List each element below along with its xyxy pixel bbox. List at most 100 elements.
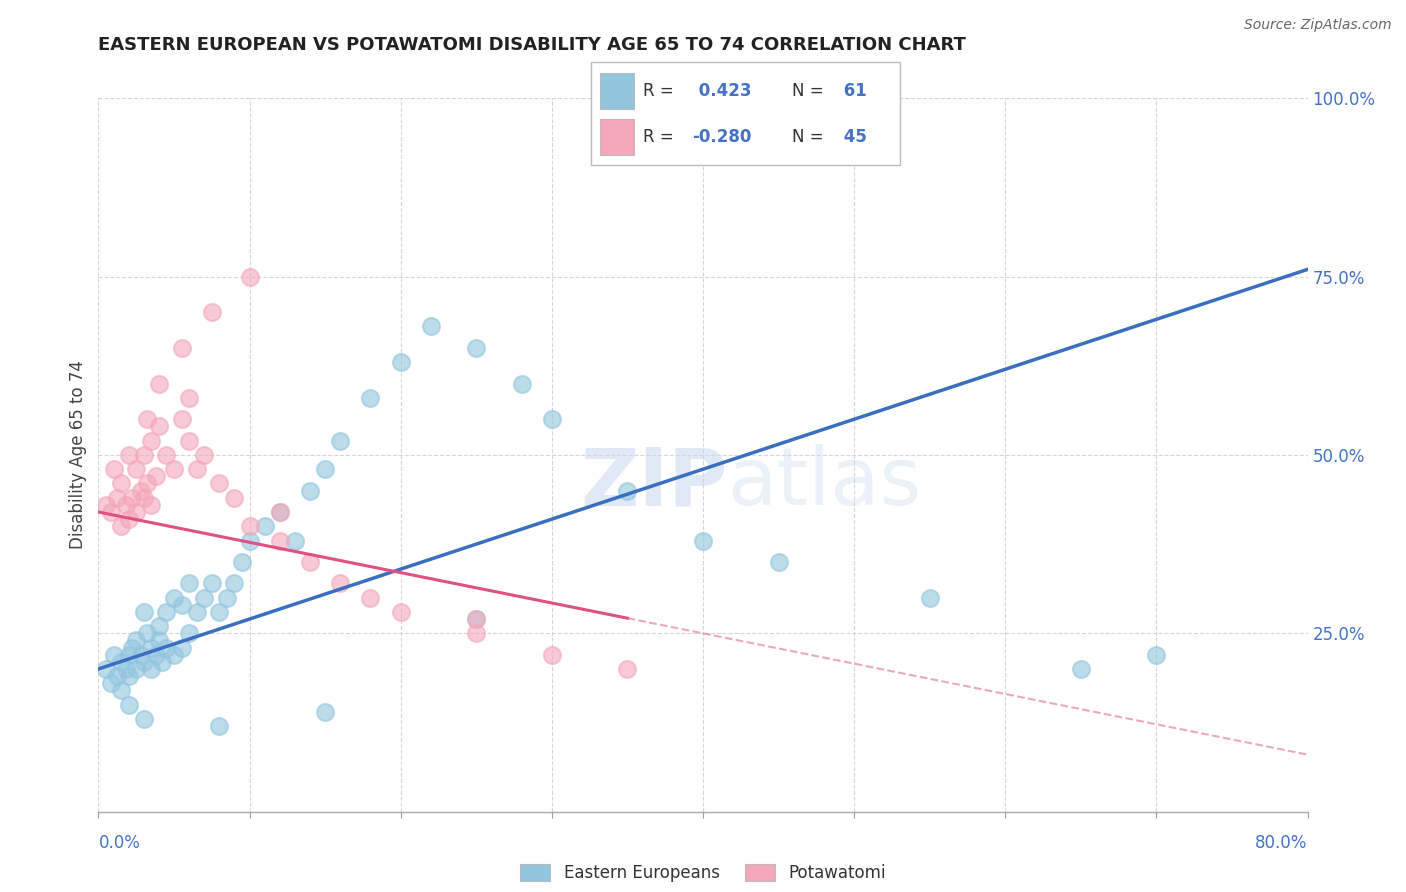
Point xyxy=(329,576,352,591)
Point xyxy=(125,662,148,676)
Text: R =: R = xyxy=(643,82,679,100)
Point xyxy=(616,662,638,676)
Point xyxy=(125,633,148,648)
Point xyxy=(155,605,177,619)
Text: 80.0%: 80.0% xyxy=(1256,834,1308,852)
Point xyxy=(135,626,157,640)
Point xyxy=(163,591,186,605)
Point xyxy=(360,391,382,405)
Point xyxy=(148,376,170,391)
Point xyxy=(105,669,128,683)
Point xyxy=(163,462,186,476)
Point xyxy=(1144,648,1167,662)
Point xyxy=(208,719,231,733)
Point xyxy=(208,476,231,491)
Point xyxy=(193,448,215,462)
Point xyxy=(141,640,163,655)
Legend: Eastern Europeans, Potawatomi: Eastern Europeans, Potawatomi xyxy=(513,857,893,889)
Point xyxy=(132,448,155,462)
Point xyxy=(132,655,155,669)
Point xyxy=(118,448,141,462)
Point xyxy=(510,376,533,391)
Point xyxy=(148,419,170,434)
Text: atlas: atlas xyxy=(727,444,921,523)
Point xyxy=(465,341,488,355)
Point xyxy=(170,640,193,655)
Point xyxy=(208,605,231,619)
Point xyxy=(118,512,141,526)
Point xyxy=(215,591,238,605)
Point xyxy=(231,555,253,569)
Point xyxy=(314,462,336,476)
Point xyxy=(420,319,443,334)
Text: -0.280: -0.280 xyxy=(693,128,752,145)
Point xyxy=(389,605,412,619)
Point xyxy=(170,412,193,426)
Point xyxy=(616,483,638,498)
Point xyxy=(1070,662,1092,676)
Point xyxy=(118,669,141,683)
Text: ZIP: ZIP xyxy=(579,444,727,523)
Point xyxy=(389,355,412,369)
Point xyxy=(105,491,128,505)
Point xyxy=(110,655,132,669)
Point xyxy=(145,648,167,662)
Point xyxy=(121,491,143,505)
Point xyxy=(132,491,155,505)
Point xyxy=(118,698,141,712)
Point xyxy=(114,662,136,676)
Point xyxy=(193,591,215,605)
Text: N =: N = xyxy=(792,82,828,100)
Point xyxy=(314,705,336,719)
Point xyxy=(465,626,488,640)
Point xyxy=(269,533,291,548)
Point xyxy=(135,412,157,426)
FancyBboxPatch shape xyxy=(600,73,634,109)
Text: 45: 45 xyxy=(838,128,868,145)
Point xyxy=(103,462,125,476)
Point xyxy=(239,533,262,548)
Text: 61: 61 xyxy=(838,82,866,100)
Point xyxy=(465,612,488,626)
Point xyxy=(239,269,262,284)
Point xyxy=(150,655,173,669)
Point xyxy=(132,605,155,619)
Point xyxy=(253,519,276,533)
Point xyxy=(148,633,170,648)
Text: 0.0%: 0.0% xyxy=(98,834,141,852)
Point xyxy=(141,662,163,676)
Point xyxy=(179,391,201,405)
Point xyxy=(269,505,291,519)
Point xyxy=(110,519,132,533)
Point xyxy=(110,476,132,491)
Point xyxy=(100,676,122,690)
FancyBboxPatch shape xyxy=(600,119,634,155)
Point xyxy=(163,648,186,662)
Point xyxy=(299,483,322,498)
Point xyxy=(186,605,208,619)
Point xyxy=(179,626,201,640)
Point xyxy=(170,598,193,612)
Point xyxy=(186,462,208,476)
Text: R =: R = xyxy=(643,128,679,145)
Point xyxy=(121,640,143,655)
Point xyxy=(145,469,167,483)
Point xyxy=(224,491,246,505)
Point xyxy=(224,576,246,591)
Point xyxy=(170,341,193,355)
Point xyxy=(155,640,177,655)
Point xyxy=(299,555,322,569)
Point xyxy=(360,591,382,605)
Point xyxy=(94,662,117,676)
Point xyxy=(100,505,122,519)
Point xyxy=(132,712,155,726)
Point xyxy=(129,483,152,498)
Point xyxy=(179,434,201,448)
Point xyxy=(284,533,307,548)
Point xyxy=(540,648,562,662)
Point xyxy=(141,498,163,512)
Point xyxy=(201,305,224,319)
Point xyxy=(118,648,141,662)
Text: N =: N = xyxy=(792,128,828,145)
Point xyxy=(768,555,790,569)
